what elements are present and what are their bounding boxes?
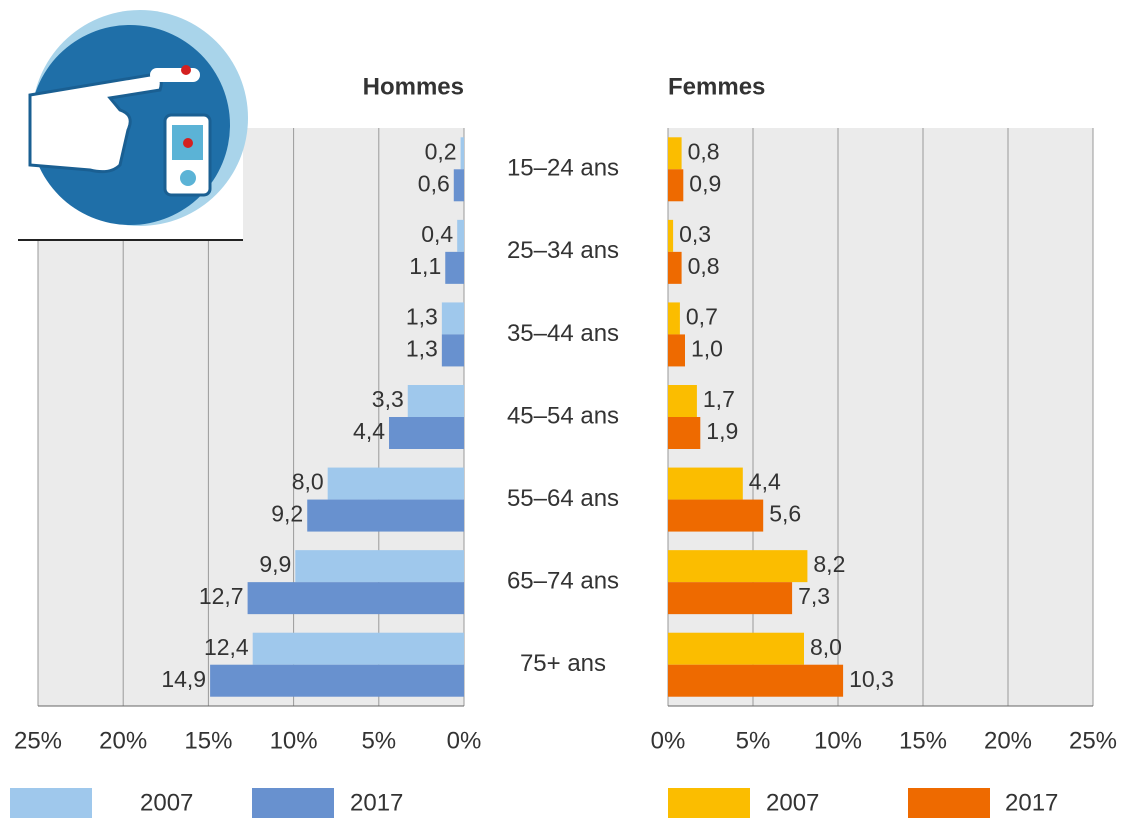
value-label: 9,9 xyxy=(259,551,291,577)
bar xyxy=(668,417,701,449)
bar xyxy=(252,632,464,665)
bar xyxy=(668,251,682,284)
bar xyxy=(445,251,464,284)
value-label: 1,3 xyxy=(406,336,438,362)
bar xyxy=(295,550,464,583)
bar xyxy=(460,137,464,170)
value-label: 0,8 xyxy=(688,253,720,279)
legend-swatch xyxy=(668,788,750,818)
value-label: 10,3 xyxy=(849,666,894,692)
category-label: 25–34 ans xyxy=(507,237,619,264)
bar xyxy=(441,334,464,367)
value-label: 0,4 xyxy=(421,221,453,247)
legend-swatch xyxy=(908,788,990,818)
category-label: 65–74 ans xyxy=(507,567,619,594)
value-label: 0,8 xyxy=(688,138,720,164)
legend-swatch xyxy=(252,788,334,818)
value-label: 0,6 xyxy=(418,170,450,196)
value-label: 4,4 xyxy=(749,469,781,495)
x-tick-label: 5% xyxy=(361,727,396,754)
panel-title: Femmes xyxy=(668,73,765,100)
value-label: 0,9 xyxy=(689,170,721,196)
x-tick-label: 20% xyxy=(99,727,147,754)
value-label: 7,3 xyxy=(798,583,830,609)
bar xyxy=(668,499,764,532)
x-tick-label: 5% xyxy=(736,727,771,754)
bar xyxy=(307,499,464,532)
bar xyxy=(668,137,682,170)
value-label: 1,7 xyxy=(703,386,735,412)
value-label: 8,2 xyxy=(813,551,845,577)
bar xyxy=(668,385,697,417)
bar xyxy=(668,169,684,202)
value-label: 4,4 xyxy=(353,418,385,444)
value-label: 9,2 xyxy=(271,501,303,527)
value-label: 0,3 xyxy=(679,221,711,247)
legend-label: 2017 xyxy=(350,789,403,816)
category-label: 15–24 ans xyxy=(507,155,619,182)
x-tick-label: 0% xyxy=(447,727,482,754)
panel-title: Hommes xyxy=(363,73,464,100)
value-label: 1,9 xyxy=(706,418,738,444)
bar xyxy=(668,664,844,697)
category-label: 45–54 ans xyxy=(507,402,619,429)
x-tick-label: 10% xyxy=(814,727,862,754)
icon xyxy=(18,10,248,241)
value-label: 12,4 xyxy=(204,634,249,660)
bar xyxy=(668,550,808,583)
bar xyxy=(668,334,685,367)
bar xyxy=(668,302,680,335)
category-label: 35–44 ans xyxy=(507,320,619,347)
bar xyxy=(668,582,793,615)
x-tick-label: 15% xyxy=(899,727,947,754)
plot-background xyxy=(668,128,1093,706)
x-tick-label: 25% xyxy=(14,727,62,754)
x-tick-label: 0% xyxy=(651,727,686,754)
category-label: 75+ ans xyxy=(520,650,606,677)
x-tick-label: 20% xyxy=(984,727,1032,754)
value-label: 8,0 xyxy=(810,634,842,660)
legend-label: 2017 xyxy=(1005,789,1058,816)
bar xyxy=(407,385,464,417)
bar xyxy=(247,582,464,615)
bar xyxy=(668,219,674,252)
value-label: 1,3 xyxy=(406,304,438,330)
legend-label: 2007 xyxy=(140,789,193,816)
value-label: 0,2 xyxy=(425,138,457,164)
bar xyxy=(457,219,464,252)
bar xyxy=(668,632,804,665)
value-label: 3,3 xyxy=(372,386,404,412)
value-label: 12,7 xyxy=(199,583,244,609)
value-label: 0,7 xyxy=(686,304,718,330)
value-label: 5,6 xyxy=(769,501,801,527)
bar xyxy=(453,169,464,202)
category-label: 55–64 ans xyxy=(507,485,619,512)
x-tick-label: 15% xyxy=(184,727,232,754)
value-label: 1,0 xyxy=(691,336,723,362)
x-tick-label: 25% xyxy=(1069,727,1117,754)
bar xyxy=(668,467,743,500)
value-label: 8,0 xyxy=(292,469,324,495)
bar xyxy=(389,417,464,449)
value-label: 14,9 xyxy=(161,666,206,692)
legend-swatch xyxy=(10,788,92,818)
x-tick-label: 10% xyxy=(270,727,318,754)
value-label: 1,1 xyxy=(409,253,441,279)
legend-label: 2007 xyxy=(766,789,819,816)
bar xyxy=(441,302,464,335)
bar xyxy=(327,467,464,500)
bar xyxy=(210,664,464,697)
